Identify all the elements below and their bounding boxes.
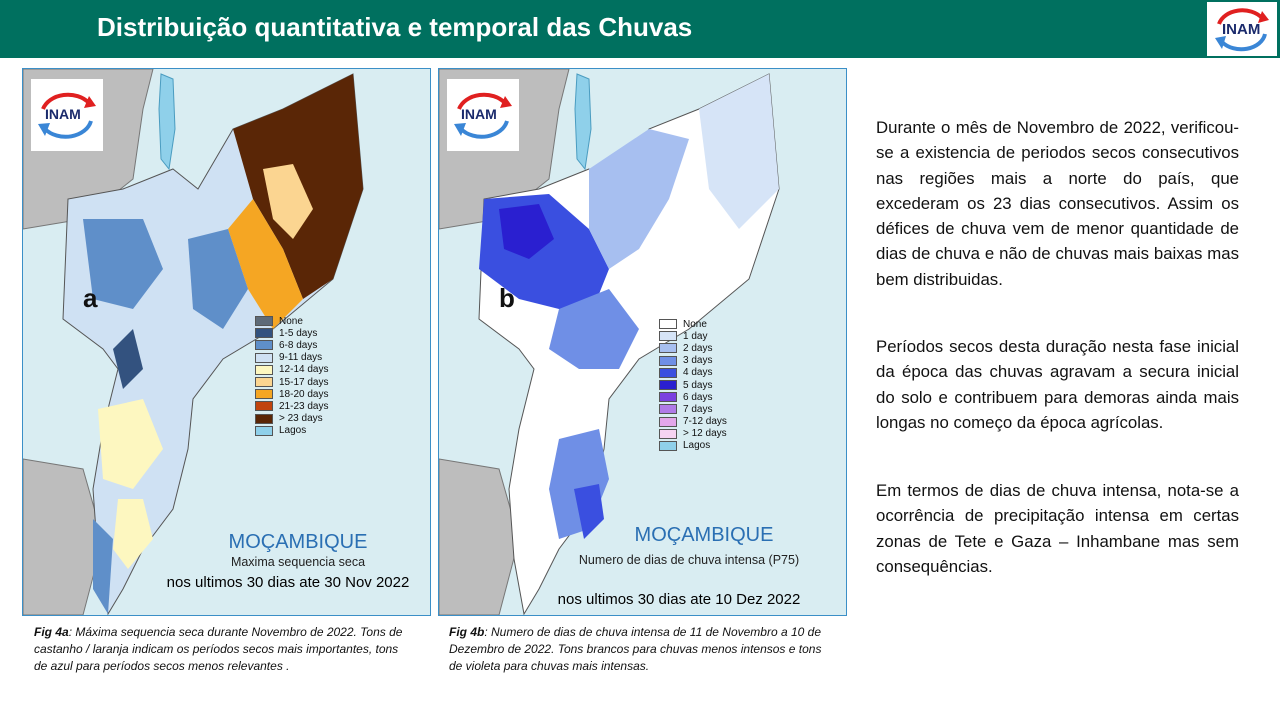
legend-swatch <box>659 343 677 354</box>
page-title: Distribuição quantitativa e temporal das… <box>97 12 693 42</box>
legend-item: 4 days <box>659 367 727 379</box>
legend-swatch <box>659 416 677 427</box>
legend-label: 7 days <box>683 403 713 415</box>
caption-a-text: : Máxima sequencia seca durante Novembro… <box>34 625 403 673</box>
legend-swatch <box>255 377 273 388</box>
legend-item: > 23 days <box>255 413 328 425</box>
legend-swatch <box>255 328 273 339</box>
map-panel-b: INAM b None 1 day 2 days 3 days 4 days 5 days… <box>438 68 847 616</box>
legend-item: 21-23 days <box>255 400 328 412</box>
map-a-period: nos ultimos 30 dias ate 30 Nov 2022 <box>166 574 410 591</box>
caption-b: Fig 4b: Numero de dias de chuva intensa … <box>449 624 834 675</box>
map-a-title: MOÇAMBIQUE <box>228 531 368 553</box>
legend-item: None <box>255 315 328 327</box>
body-paragraph-1: Durante o mês de Novembro de 2022, verif… <box>876 118 1239 289</box>
legend-item: 6 days <box>659 391 727 403</box>
legend-swatch <box>255 425 273 436</box>
caption-b-text: : Numero de dias de chuva intensa de 11 … <box>449 625 822 673</box>
map-b-period: nos ultimos 30 dias ate 10 Dez 2022 <box>557 591 801 608</box>
legend-label: 12-14 days <box>279 364 329 376</box>
legend-swatch <box>659 319 677 330</box>
map-a-subtitle: Maxima sequencia seca <box>230 555 366 569</box>
legend-label: 21-23 days <box>279 400 329 412</box>
legend-item: Lagos <box>255 425 328 437</box>
legend-label: 15-17 days <box>279 376 329 388</box>
panel-letter: b <box>499 283 515 313</box>
legend-swatch <box>255 401 273 412</box>
map-b-logo: INAM <box>447 79 519 151</box>
legend-label: 1-5 days <box>279 327 318 339</box>
legend-item: 9-11 days <box>255 352 328 364</box>
legend-swatch <box>659 392 677 403</box>
legend-swatch <box>659 355 677 366</box>
legend-item: 2 days <box>659 342 727 354</box>
legend-swatch <box>659 440 677 451</box>
legend-swatch <box>255 340 273 351</box>
legend-label: 1 day <box>683 330 708 342</box>
panel-letter: a <box>83 283 98 313</box>
legend-item: Lagos <box>659 440 727 452</box>
legend-item: 1-5 days <box>255 327 328 339</box>
legend-label: None <box>279 315 303 327</box>
inam-logo-arrows-icon <box>1215 8 1269 52</box>
legend-label: 7-12 days <box>683 416 727 428</box>
logo-text: INAM <box>461 106 497 122</box>
legend-swatch <box>659 380 677 391</box>
legend-swatch <box>255 316 273 327</box>
legend-label: 4 days <box>683 367 713 379</box>
caption-b-label: Fig 4b <box>449 625 485 639</box>
legend-swatch <box>659 404 677 415</box>
legend-item: 7 days <box>659 403 727 415</box>
map-a-logo: INAM <box>31 79 103 151</box>
header-bar: Distribuição quantitativa e temporal das… <box>0 0 1280 58</box>
map-b-legend: None 1 day 2 days 3 days 4 days 5 days 6 days 7… <box>659 318 727 452</box>
legend-label: None <box>683 318 707 330</box>
legend-swatch <box>255 413 273 424</box>
logo-text: INAM <box>45 106 81 122</box>
map-a-legend: None 1-5 days 6-8 days 9-11 days 12-14 days 1… <box>255 315 328 437</box>
logo-text: INAM <box>1222 21 1261 38</box>
map-b-graphic <box>439 69 780 615</box>
legend-swatch <box>255 364 273 375</box>
legend-item: None <box>659 318 727 330</box>
legend-swatch <box>255 389 273 400</box>
legend-swatch <box>659 331 677 342</box>
legend-label: 3 days <box>683 355 713 367</box>
legend-label: 9-11 days <box>279 352 323 364</box>
legend-item: 1 day <box>659 330 727 342</box>
legend-swatch <box>659 428 677 439</box>
legend-item: 6-8 days <box>255 339 328 351</box>
legend-label: 2 days <box>683 342 713 354</box>
legend-item: 15-17 days <box>255 376 328 388</box>
legend-label: 5 days <box>683 379 713 391</box>
map-a-graphic <box>23 69 364 615</box>
legend-label: > 23 days <box>279 413 323 425</box>
inam-logo: INAM <box>1207 2 1277 56</box>
body-paragraph-3: Em termos de dias de chuva intensa, nota… <box>876 481 1239 576</box>
legend-item: 18-20 days <box>255 388 328 400</box>
legend-item: > 12 days <box>659 428 727 440</box>
legend-label: Lagos <box>683 440 711 452</box>
legend-label: 6 days <box>683 391 713 403</box>
legend-label: 18-20 days <box>279 388 329 400</box>
caption-a-label: Fig 4a <box>34 625 69 639</box>
legend-swatch <box>255 352 273 363</box>
inam-logo-arrows-icon <box>38 92 96 139</box>
caption-a: Fig 4a: Máxima sequencia seca durante No… <box>34 624 414 675</box>
legend-item: 3 days <box>659 355 727 367</box>
legend-swatch <box>659 367 677 378</box>
legend-item: 12-14 days <box>255 364 328 376</box>
legend-label: > 12 days <box>683 428 727 440</box>
legend-item: 7-12 days <box>659 416 727 428</box>
body-paragraph-2: Períodos secos desta duração nesta fase … <box>876 337 1239 432</box>
legend-label: 6-8 days <box>279 339 318 351</box>
map-b-title: MOÇAMBIQUE <box>634 524 774 546</box>
legend-item: 5 days <box>659 379 727 391</box>
map-b-subtitle: Numero de dias de chuva intensa (P75) <box>578 553 800 567</box>
map-panel-a: INAM a None 1-5 days 6-8 days 9-11 days 12-1… <box>22 68 431 616</box>
inam-logo-arrows-icon <box>454 92 512 139</box>
legend-label: Lagos <box>279 425 307 437</box>
